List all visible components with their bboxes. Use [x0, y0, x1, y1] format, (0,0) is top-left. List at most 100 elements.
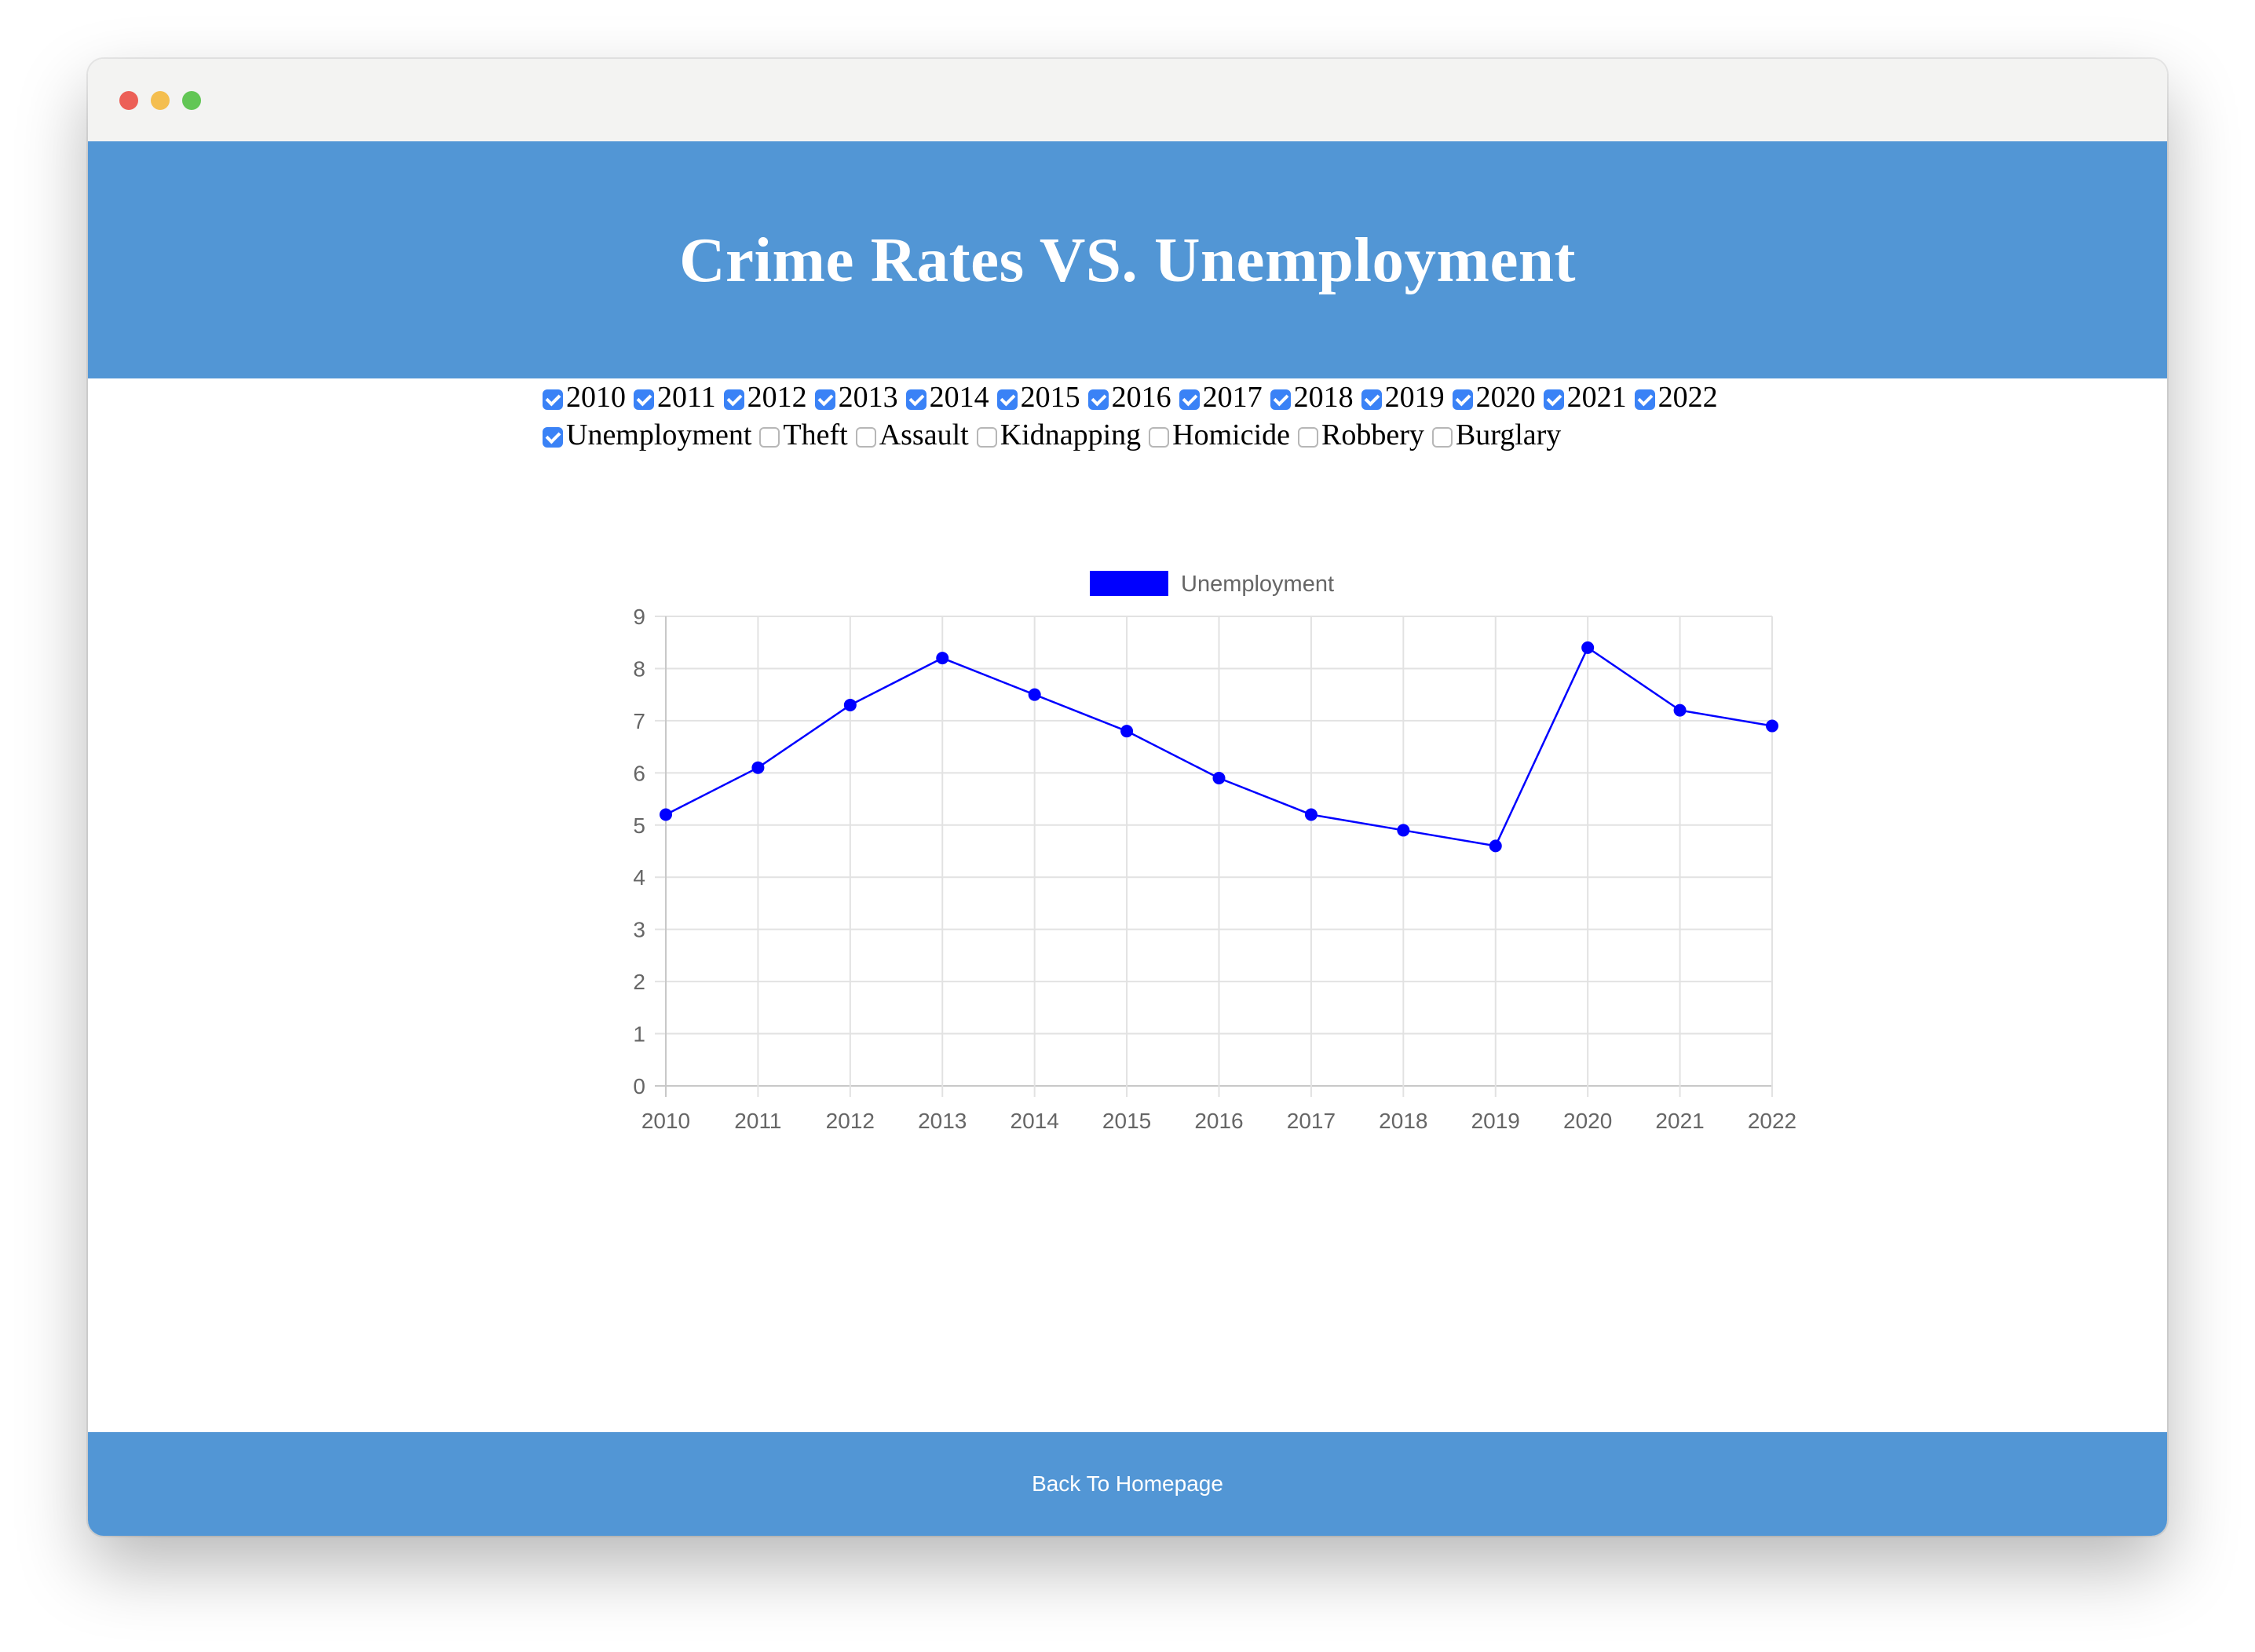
category-filter-kidnapping[interactable]: Kidnapping [972, 416, 1141, 454]
checkbox[interactable] [1634, 389, 1655, 410]
x-tick-label: 2013 [918, 1109, 967, 1133]
year-filter-2015[interactable]: 2015 [992, 378, 1080, 416]
back-to-homepage-link[interactable]: Back To Homepage [1032, 1471, 1223, 1496]
year-filter-2016[interactable]: 2016 [1084, 378, 1171, 416]
checkbox-label: 2018 [1293, 381, 1354, 414]
category-filter-burglary[interactable]: Burglary [1427, 416, 1561, 454]
checkbox-label: 2022 [1657, 381, 1718, 414]
year-filter-2017[interactable]: 2017 [1175, 378, 1263, 416]
data-point [1489, 839, 1502, 853]
checkbox[interactable] [1298, 427, 1318, 448]
x-tick-label: 2011 [734, 1109, 781, 1133]
checkbox-label: Robbery [1321, 418, 1424, 451]
checkbox-label: 2017 [1202, 381, 1263, 414]
y-tick-label: 2 [633, 970, 645, 994]
checkbox[interactable] [1179, 389, 1200, 410]
checkbox-label: Homicide [1172, 418, 1290, 451]
checkbox-label: 2010 [566, 381, 626, 414]
checkbox[interactable] [634, 389, 654, 410]
checkbox[interactable] [814, 389, 835, 410]
checkbox[interactable] [1270, 389, 1291, 410]
year-filter-2012[interactable]: 2012 [719, 378, 807, 416]
checkbox[interactable] [723, 389, 744, 410]
close-window-button[interactable] [119, 91, 138, 110]
checkbox-label: 2011 [657, 381, 716, 414]
data-point [1212, 771, 1226, 784]
year-filter-2014[interactable]: 2014 [901, 378, 989, 416]
maximize-window-button[interactable] [182, 91, 201, 110]
checkbox-label: 2014 [929, 381, 989, 414]
y-tick-label: 8 [633, 656, 645, 681]
year-filter-2011[interactable]: 2011 [629, 378, 716, 416]
checkbox[interactable] [543, 389, 563, 410]
checkbox[interactable] [1361, 389, 1382, 410]
year-filter-2020[interactable]: 2020 [1448, 378, 1536, 416]
category-filter-unemployment[interactable]: Unemployment [538, 416, 751, 454]
year-filter-2021[interactable]: 2021 [1539, 378, 1627, 416]
checkbox-label: 2016 [1111, 381, 1171, 414]
legend-swatch [1090, 571, 1168, 596]
year-filter-group: 2010 2011 2012 2013 2014 2015 2016 2017 2018 2019… [538, 378, 1794, 416]
checkbox-label: Kidnapping [1000, 418, 1142, 451]
checkbox[interactable] [1543, 389, 1564, 410]
y-tick-label: 3 [633, 918, 645, 942]
checkbox[interactable] [905, 389, 926, 410]
year-filter-2010[interactable]: 2010 [538, 378, 626, 416]
checkbox-label: 2020 [1475, 381, 1536, 414]
category-filter-homicide[interactable]: Homicide [1144, 416, 1290, 454]
x-tick-label: 2016 [1194, 1109, 1243, 1133]
checkbox[interactable] [855, 427, 876, 448]
y-tick-label: 0 [633, 1074, 645, 1098]
category-filter-assault[interactable]: Assault [851, 416, 969, 454]
y-tick-label: 4 [633, 865, 645, 890]
checkbox[interactable] [1431, 427, 1453, 448]
category-filter-robbery[interactable]: Robbery [1293, 416, 1424, 454]
checkbox-label: 2012 [747, 381, 807, 414]
page-footer: Back To Homepage [88, 1432, 2167, 1536]
x-tick-label: 2019 [1471, 1109, 1520, 1133]
checkbox-label: Burglary [1455, 418, 1562, 451]
page-title: Crime Rates VS. Unemployment [679, 224, 1576, 295]
data-point [1028, 688, 1041, 701]
year-filter-2013[interactable]: 2013 [810, 378, 898, 416]
checkbox[interactable] [1087, 389, 1109, 410]
checkbox-label: 2015 [1020, 381, 1080, 414]
x-tick-label: 2017 [1287, 1109, 1336, 1133]
line-chart: Unemployment 0 1 2 3 4 5 6 7 8 9 2010 2011 2012 2013 20… [598, 561, 1894, 1162]
checkbox[interactable] [543, 427, 563, 448]
checkbox[interactable] [976, 427, 997, 448]
data-point [1397, 824, 1410, 837]
y-tick-label: 5 [633, 813, 645, 838]
year-filter-2019[interactable]: 2019 [1357, 378, 1445, 416]
category-filter-theft[interactable]: Theft [755, 416, 848, 454]
checkbox[interactable] [1452, 389, 1473, 410]
data-point [1581, 641, 1595, 654]
x-tick-label: 2014 [1011, 1109, 1059, 1133]
data-point [843, 698, 857, 711]
category-filter-group: Unemployment Theft Assault Kidnapping Homici… [538, 416, 1794, 454]
browser-window: Crime Rates VS. Unemployment 2010 2011 201… [88, 59, 2167, 1536]
filter-controls: 2010 2011 2012 2013 2014 2015 2016 2017 2018 2019… [538, 378, 1794, 454]
y-tick-label: 1 [633, 1022, 645, 1047]
checkbox[interactable] [996, 389, 1018, 410]
minimize-window-button[interactable] [151, 91, 170, 110]
year-filter-2018[interactable]: 2018 [1266, 378, 1354, 416]
x-tick-label: 2012 [826, 1109, 875, 1133]
x-tick-label: 2010 [641, 1109, 690, 1133]
data-point [1120, 725, 1134, 738]
checkbox[interactable] [759, 427, 780, 448]
y-tick-label: 9 [633, 605, 645, 629]
x-tick-label: 2018 [1379, 1109, 1427, 1133]
checkbox-label: Unemployment [566, 418, 752, 451]
checkbox-label: Theft [783, 418, 848, 451]
checkbox[interactable] [1149, 427, 1170, 448]
data-point [1304, 808, 1318, 821]
year-filter-2022[interactable]: 2022 [1630, 378, 1718, 416]
checkbox-label: 2021 [1566, 381, 1627, 414]
data-point [751, 761, 765, 774]
checkbox-label: 2019 [1384, 381, 1445, 414]
x-tick-label: 2021 [1655, 1109, 1704, 1133]
legend-label: Unemployment [1181, 572, 1334, 597]
x-tick-label: 2015 [1102, 1109, 1151, 1133]
data-point [660, 808, 672, 821]
